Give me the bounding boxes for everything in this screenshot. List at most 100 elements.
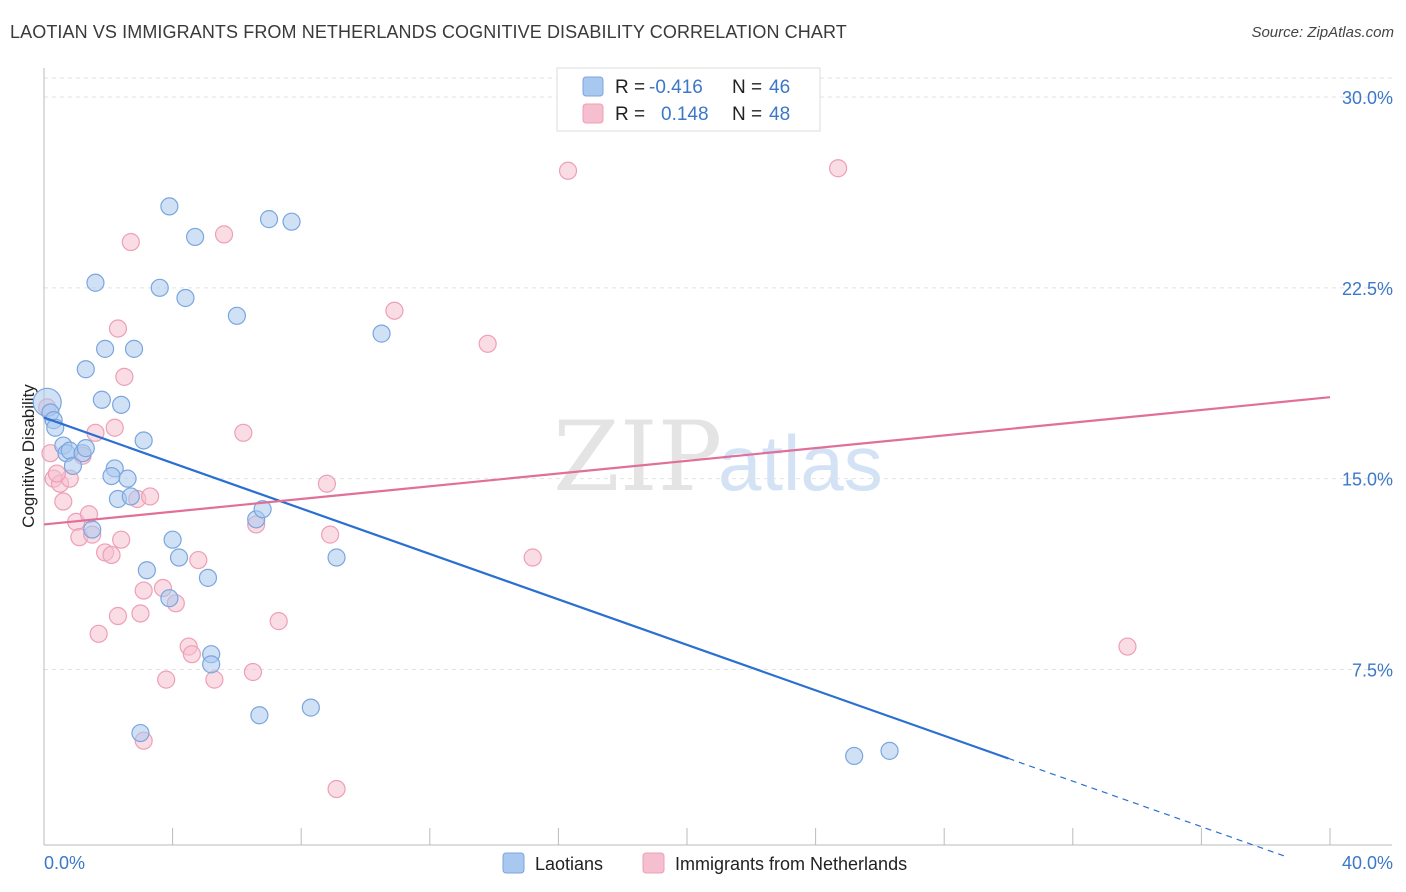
y-tick-label: 30.0% [1342, 88, 1393, 108]
laotian-point [160, 589, 179, 608]
laotian-point [301, 698, 320, 717]
netherlands-point [47, 464, 66, 483]
legend-laotians-swatch [502, 852, 525, 874]
netherlands-point [89, 624, 108, 643]
laotian-point [880, 741, 899, 760]
laotian-point [63, 456, 83, 476]
laotian-point [227, 306, 246, 325]
netherlands-point [140, 487, 160, 506]
legend-netherlands-swatch [642, 852, 665, 874]
laotian-point [169, 548, 189, 567]
laotian-point [176, 288, 195, 308]
netherlands-point [327, 779, 346, 799]
laotian-point [150, 278, 169, 297]
laotian-point [372, 324, 391, 343]
laotian-point [102, 466, 121, 486]
netherlands-point [115, 367, 134, 386]
netherlands-points [38, 159, 1137, 799]
netherlands-point [182, 645, 201, 664]
laotian-point [186, 227, 205, 247]
netherlands-point [54, 492, 73, 511]
x-tick-labels: 0.0% 40.0% [44, 853, 1393, 873]
laotian-point [112, 395, 131, 414]
laotian-point [92, 390, 111, 409]
laotian-trend-extension [1008, 757, 1286, 857]
laotian-point [118, 469, 137, 488]
laotian-point [282, 212, 301, 231]
netherlands-point [121, 232, 140, 252]
netherlands-point [134, 581, 153, 600]
chart-title: LAOTIAN VS IMMIGRANTS FROM NETHERLANDS C… [10, 22, 847, 42]
laotian-point [163, 530, 182, 549]
netherlands-point [269, 612, 288, 631]
laotian-n-value: 46 [769, 77, 790, 98]
netherlands-point [205, 670, 224, 689]
y-tick-label: 22.5% [1342, 279, 1393, 299]
laotian-point [95, 339, 115, 358]
y-axis-title: Cognitive Disability [19, 384, 38, 528]
laotian-point [121, 487, 140, 506]
laotian-point [76, 360, 95, 379]
netherlands-point [558, 161, 578, 180]
netherlands-point [1118, 637, 1137, 656]
laotian-point [83, 520, 102, 539]
laotian-swatch [582, 76, 604, 97]
netherlands-r-label: R = [615, 104, 645, 125]
netherlands-point [478, 334, 497, 353]
laotian-point [845, 746, 864, 766]
laotian-point [253, 500, 272, 519]
netherlands-point [321, 525, 340, 544]
laotian-n-label: N = [732, 77, 762, 98]
x-tick-label: 40.0% [1342, 853, 1393, 873]
netherlands-swatch [582, 103, 604, 124]
laotian-point [86, 273, 105, 292]
watermark-zip: ZIP [553, 401, 722, 513]
legend-netherlands-label: Immigrants from Netherlands [675, 854, 907, 874]
netherlands-point [108, 319, 128, 338]
laotian-points [32, 197, 899, 766]
chart-source: Source: ZipAtlas.com [1251, 24, 1394, 41]
laotian-point [134, 431, 153, 450]
netherlands-point [189, 550, 208, 570]
legend-laotians-label: Laotians [535, 854, 603, 874]
laotian-point [76, 439, 95, 458]
netherlands-point [385, 301, 404, 320]
netherlands-point [102, 545, 121, 565]
netherlands-point [108, 606, 128, 626]
laotian-point [131, 723, 150, 743]
gridlines [44, 77, 1392, 670]
netherlands-point [131, 604, 150, 623]
laotian-point [259, 210, 279, 229]
laotian-point [250, 706, 269, 725]
laotian-point [124, 339, 144, 358]
laotian-r-label: R = [615, 77, 645, 98]
netherlands-n-label: N = [732, 104, 762, 125]
y-tick-label: 7.5% [1352, 660, 1393, 680]
netherlands-point [157, 670, 176, 689]
laotian-trend-line [43, 416, 1009, 760]
netherlands-point [523, 548, 542, 567]
laotian-point [160, 197, 179, 216]
netherlands-trend-line [43, 396, 1331, 526]
y-tick-label: 15.0% [1342, 470, 1393, 490]
trend-lines [43, 396, 1331, 857]
netherlands-point [234, 423, 253, 442]
netherlands-r-value: 0.148 [661, 104, 709, 125]
netherlands-point [105, 418, 124, 437]
laotian-point [137, 561, 156, 580]
netherlands-point [317, 474, 337, 493]
stats-legend: R = -0.416 N = 46 R = 0.148 N = 48 [556, 67, 821, 132]
netherlands-point [243, 662, 263, 682]
laotian-point [327, 548, 346, 567]
y-tick-labels: 7.5% 15.0% 22.5% 30.0% [1342, 88, 1393, 680]
watermark-atlas: atlas [718, 419, 883, 507]
netherlands-n-value: 48 [769, 104, 790, 125]
laotian-r-value: -0.416 [649, 77, 703, 98]
netherlands-point [214, 225, 234, 244]
laotian-point [202, 655, 221, 674]
netherlands-point [112, 530, 131, 549]
laotian-point [198, 568, 218, 587]
netherlands-point [829, 159, 848, 178]
x-tick-label: 0.0% [44, 853, 85, 873]
